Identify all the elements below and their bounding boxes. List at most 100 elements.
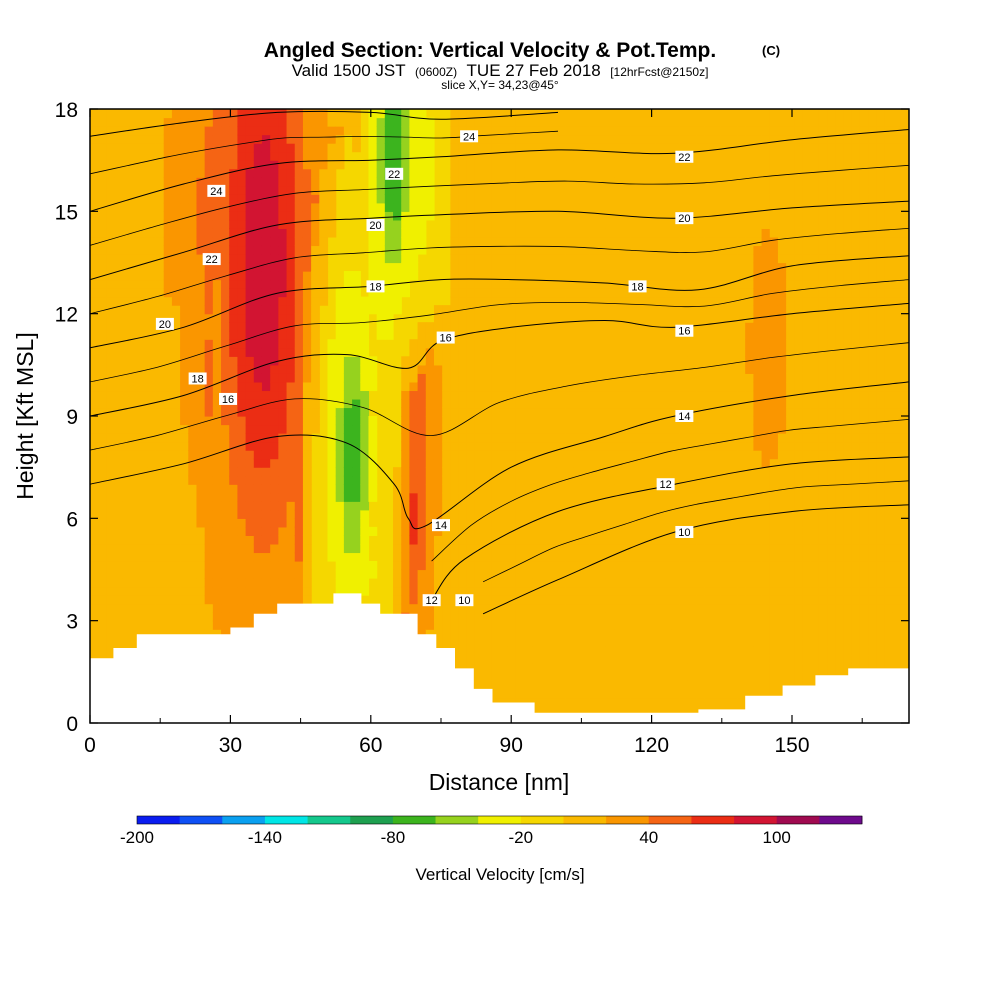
velocity-cell bbox=[188, 509, 198, 519]
velocity-cell bbox=[188, 441, 198, 451]
velocity-cell bbox=[499, 134, 509, 144]
velocity-cell bbox=[679, 271, 689, 281]
velocity-cell bbox=[565, 424, 574, 434]
velocity-cell bbox=[106, 433, 116, 443]
velocity-cell bbox=[663, 143, 673, 153]
velocity-cell bbox=[679, 305, 689, 315]
velocity-cell bbox=[253, 364, 263, 374]
velocity-cell bbox=[491, 356, 501, 366]
velocity-cell bbox=[589, 228, 599, 238]
velocity-cell bbox=[253, 202, 263, 212]
velocity-cell bbox=[139, 450, 148, 460]
velocity-cell bbox=[196, 211, 206, 221]
velocity-cell bbox=[548, 509, 558, 519]
velocity-cell bbox=[646, 126, 656, 136]
velocity-cell bbox=[122, 560, 132, 571]
velocity-cell bbox=[188, 288, 198, 298]
velocity-cell bbox=[393, 253, 402, 264]
velocity-cell bbox=[130, 219, 140, 229]
velocity-cell bbox=[565, 620, 574, 630]
velocity-cell bbox=[524, 492, 533, 502]
velocity-cell bbox=[581, 117, 591, 127]
velocity-cell bbox=[106, 143, 116, 153]
velocity-cell bbox=[327, 364, 337, 374]
velocity-cell bbox=[130, 492, 140, 502]
velocity-cell bbox=[425, 381, 435, 392]
velocity-cell bbox=[294, 151, 304, 161]
velocity-cell bbox=[458, 228, 468, 238]
velocity-cell bbox=[524, 185, 533, 195]
velocity-cell bbox=[343, 416, 353, 426]
velocity-cell bbox=[90, 620, 99, 630]
velocity-cell bbox=[180, 339, 189, 349]
velocity-cell bbox=[679, 185, 689, 195]
velocity-cell bbox=[597, 705, 607, 716]
velocity-cell bbox=[565, 467, 574, 477]
velocity-cell bbox=[130, 407, 140, 417]
velocity-cell bbox=[114, 219, 124, 229]
velocity-cell bbox=[278, 373, 288, 383]
velocity-cell bbox=[638, 552, 648, 562]
velocity-cell bbox=[614, 305, 623, 315]
velocity-cell bbox=[540, 424, 550, 434]
velocity-cell bbox=[368, 253, 378, 264]
velocity-cell bbox=[687, 646, 697, 656]
velocity-cell bbox=[450, 595, 460, 605]
velocity-cell bbox=[384, 271, 394, 281]
velocity-cell bbox=[565, 595, 574, 605]
velocity-cell bbox=[597, 543, 607, 554]
velocity-cell bbox=[401, 356, 411, 366]
velocity-cell bbox=[401, 416, 411, 426]
velocity-cell bbox=[622, 705, 632, 716]
velocity-cell bbox=[499, 305, 509, 315]
velocity-cell bbox=[343, 339, 353, 349]
velocity-cell bbox=[180, 219, 189, 229]
velocity-cell bbox=[491, 663, 501, 673]
velocity-cell bbox=[474, 347, 484, 357]
velocity-cell bbox=[130, 578, 140, 588]
velocity-cell bbox=[122, 271, 132, 281]
velocity-cell bbox=[319, 126, 329, 136]
velocity-cell bbox=[204, 518, 214, 528]
velocity-cell bbox=[155, 535, 165, 545]
velocity-cell bbox=[180, 305, 189, 315]
velocity-cell bbox=[548, 339, 558, 349]
velocity-cell bbox=[139, 373, 148, 383]
velocity-cell bbox=[499, 109, 509, 119]
velocity-cell bbox=[343, 313, 353, 323]
velocity-cell bbox=[343, 450, 353, 460]
velocity-cell bbox=[98, 356, 107, 366]
velocity-cell bbox=[155, 228, 165, 238]
velocity-cell bbox=[679, 109, 689, 119]
velocity-cell bbox=[540, 211, 550, 221]
velocity-cell bbox=[106, 194, 116, 204]
velocity-cell bbox=[327, 501, 337, 511]
velocity-cell bbox=[573, 501, 582, 511]
velocity-cell bbox=[491, 194, 501, 204]
velocity-cell bbox=[696, 253, 705, 264]
velocity-cell bbox=[114, 202, 124, 212]
velocity-cell bbox=[425, 330, 435, 340]
velocity-cell bbox=[540, 595, 550, 605]
velocity-cell bbox=[507, 535, 517, 545]
velocity-cell bbox=[204, 467, 214, 477]
velocity-cell bbox=[589, 424, 599, 434]
velocity-cell bbox=[491, 245, 501, 255]
velocity-cell bbox=[155, 433, 165, 443]
velocity-cell bbox=[155, 364, 165, 374]
velocity-cell bbox=[278, 535, 288, 545]
velocity-cell bbox=[155, 288, 165, 298]
velocity-cell bbox=[663, 134, 673, 144]
velocity-cell bbox=[188, 126, 198, 136]
velocity-cell bbox=[311, 339, 320, 349]
velocity-cell bbox=[327, 228, 337, 238]
velocity-cell bbox=[556, 543, 566, 554]
velocity-cell bbox=[499, 347, 509, 357]
velocity-cell bbox=[687, 501, 697, 511]
velocity-cell bbox=[671, 637, 681, 647]
velocity-cell bbox=[614, 637, 623, 647]
velocity-cell bbox=[163, 416, 173, 426]
velocity-cell bbox=[433, 373, 443, 383]
velocity-cell bbox=[630, 612, 640, 622]
velocity-cell bbox=[671, 441, 681, 451]
